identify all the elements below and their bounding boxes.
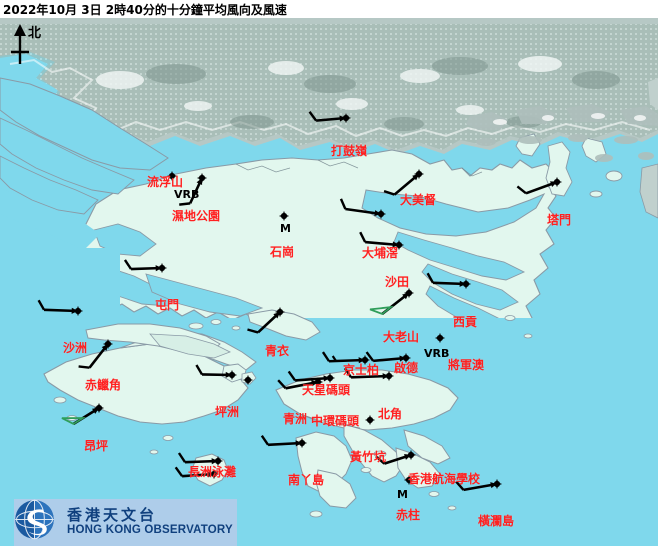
station-label-wetland-park: 濕地公園: [172, 209, 221, 223]
station-label-sha-chau: 沙洲: [63, 341, 88, 355]
station-label-green-island: 青洲: [283, 412, 308, 426]
station-shek-kong: [279, 211, 289, 221]
station-central-pier: [277, 377, 323, 390]
station-label-lamma-island: 南丫島: [288, 473, 325, 487]
station-flag-vrb: VRB: [424, 347, 450, 360]
title-bar: 2022年10月 3日 2時40分的十分鐘平均風向及風速: [0, 0, 658, 18]
station-label--: 坪洲: [215, 405, 240, 419]
station-label-ta-kwu-ling: 打鼓嶺: [331, 144, 368, 158]
station-label-sha-tin: 沙田: [385, 275, 410, 289]
station-label-lau-fau-shan: 流浮山: [147, 175, 184, 189]
station-label-hk-sea-school: 香港航海學校: [408, 472, 481, 486]
station-label-tai-po-kau: 大埔滘: [362, 246, 399, 260]
station-stanley: [404, 475, 414, 485]
station-label-tai-mei-tuk: 大美督: [400, 193, 437, 207]
station-tai-mei-tuk: [383, 169, 424, 196]
station-tuen-mun: [123, 259, 167, 273]
station-north-point: [343, 367, 394, 381]
station--: [195, 364, 237, 380]
station-label-wong-chuk-hang: 黃竹坑: [350, 450, 387, 464]
logo-text-en: HONG KONG OBSERVATORY: [67, 524, 233, 536]
station-wong-chuk-hang: [365, 415, 375, 425]
station-ta-kwu-ling: [308, 111, 351, 123]
station-label-waglan-island: 橫瀾島: [478, 514, 515, 528]
station-tai-po-kau: [339, 198, 386, 219]
station-ngong-ping: [61, 403, 104, 426]
station-tsing-yi: [247, 307, 285, 334]
station-king-s-park: [321, 351, 370, 365]
station-tap-mun: [516, 177, 562, 195]
station-label-north-point: 北角: [378, 407, 403, 421]
station-label-sai-kung: 西貢: [453, 315, 478, 329]
wind-barb-layer: [37, 111, 562, 492]
station-label-ngong-ping: 昂坪: [84, 439, 109, 453]
north-arrow-icon: [11, 24, 29, 64]
station-label-shek-kong: 石崗: [270, 245, 295, 259]
station-star-ferry: [287, 370, 335, 383]
station-flag-m: M: [280, 222, 291, 235]
station-sai-kung: [426, 272, 471, 289]
north-label: 北: [28, 26, 42, 41]
station-sha-tin: [359, 231, 404, 250]
station-waglan-island: [455, 479, 502, 492]
hong-kong-wind-map: 流浮山 VRB 濕地公園 打鼓嶺 石崗 M 大美督 塔門 大埔滘 沙田 屯門 西貢 沙洲 青衣 大老山 赤鱲角…: [0, 18, 658, 546]
station-wetland-park: [179, 173, 207, 206]
station-lau-fau-shan: [167, 171, 177, 181]
station-flag-m: M: [397, 488, 408, 501]
station-label-cheung-chau-beach: 長洲泳灘: [188, 465, 237, 479]
station-label-stanley: 赤柱: [396, 508, 421, 522]
station-tate-s-cairn: [369, 288, 414, 315]
station-kai-tak: [365, 351, 411, 363]
station-cheung-chau-beach: [177, 452, 223, 466]
hko-logo: 香港天文台 HONG KONG OBSERVATORY: [14, 499, 237, 546]
hko-logo-icon: [15, 499, 54, 540]
station-label-tap-mun: 塔門: [547, 213, 572, 227]
station-chek-lap-kok: [78, 339, 113, 369]
station-label-tate-s-cairn: 大老山: [383, 330, 420, 344]
station-cheung-chau: [174, 466, 219, 479]
station-label-tuen-mun: 屯門: [155, 298, 180, 312]
station-label-star-ferry: 天星碼頭: [302, 383, 351, 397]
station-label-kai-tak: 啟德: [394, 361, 419, 375]
station-lamma-island: [260, 435, 307, 448]
station-label-tsing-yi: 青衣: [265, 344, 290, 358]
station-label-central-pier: 中環碼頭: [311, 414, 360, 428]
page-title: 2022年10月 3日 2時40分的十分鐘平均風向及風速: [3, 3, 287, 17]
station-flag-vrb: VRB: [174, 188, 200, 201]
station-hk-sea-school: [375, 450, 416, 465]
station-label-chek-lap-kok: 赤鱲角: [85, 378, 122, 392]
station-label-king-s-park: 京士柏: [343, 363, 380, 377]
station-green-island: [243, 375, 253, 385]
logo-text-zh: 香港天文台: [67, 506, 158, 524]
station-tseung-kwan-o: [435, 333, 445, 343]
station-label-tseung-kwan-o: 將軍澳: [448, 358, 485, 372]
station-sha-chau: [37, 299, 83, 316]
